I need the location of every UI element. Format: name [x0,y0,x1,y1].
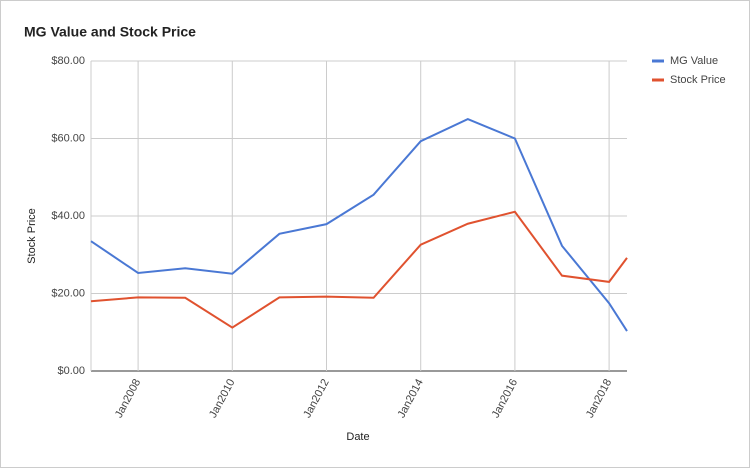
chart-title: MG Value and Stock Price [24,24,196,40]
legend-label: MG Value [670,55,718,67]
x-axis-label: Date [346,431,369,443]
y-tick-label: $60.00 [51,132,85,144]
y-tick-label: $40.00 [51,210,85,222]
y-tick-label: $20.00 [51,287,85,299]
series-line [90,118,628,332]
y-tick-label: $80.00 [51,55,85,67]
y-axis-label: Stock Price [26,208,38,264]
series-line [90,210,628,329]
legend-label: Stock Price [670,74,726,86]
y-tick-label: $0.00 [57,365,85,377]
